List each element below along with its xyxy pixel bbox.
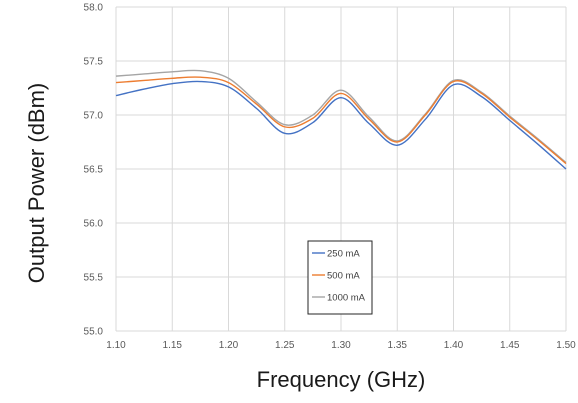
x-tick-label: 1.35 xyxy=(388,340,408,351)
x-tick-label: 1.20 xyxy=(219,340,239,351)
legend: 250 mA 500 mA 1000 mA xyxy=(307,240,373,315)
x-tick-label: 1.25 xyxy=(275,340,295,351)
x-tick-label: 1.50 xyxy=(556,340,576,351)
tick-layer: 1.10 1.15 1.20 1.25 1.30 1.35 1.40 1.45 1.50 55.0… xyxy=(84,3,577,352)
legend-label: 1000 mA xyxy=(327,293,366,304)
y-tick-label: 57.5 xyxy=(84,57,104,68)
series-line-1000-ma xyxy=(115,69,567,164)
x-tick-label: 1.45 xyxy=(500,340,520,351)
x-axis-title: Frequency (GHz) xyxy=(257,367,426,392)
y-tick-label: 55.5 xyxy=(84,273,104,284)
x-tick-label: 1.15 xyxy=(163,340,183,351)
x-tick-label: 1.40 xyxy=(444,340,464,351)
y-tick-label: 56.5 xyxy=(84,165,104,176)
y-tick-label: 57.0 xyxy=(84,111,104,122)
y-tick-label: 55.0 xyxy=(84,327,104,338)
legend-label: 250 mA xyxy=(327,249,360,260)
legend-label: 500 mA xyxy=(327,271,360,282)
x-tick-label: 1.10 xyxy=(106,340,126,351)
y-tick-label: 56.0 xyxy=(84,219,104,230)
series-line-250-ma xyxy=(115,80,567,170)
x-tick-label: 1.30 xyxy=(331,340,351,351)
series-layer xyxy=(115,69,567,170)
y-axis-title: Output Power (dBm) xyxy=(24,83,49,284)
y-tick-label: 58.0 xyxy=(84,3,104,14)
grid-layer xyxy=(115,6,567,332)
series-line-500-ma xyxy=(115,76,567,165)
